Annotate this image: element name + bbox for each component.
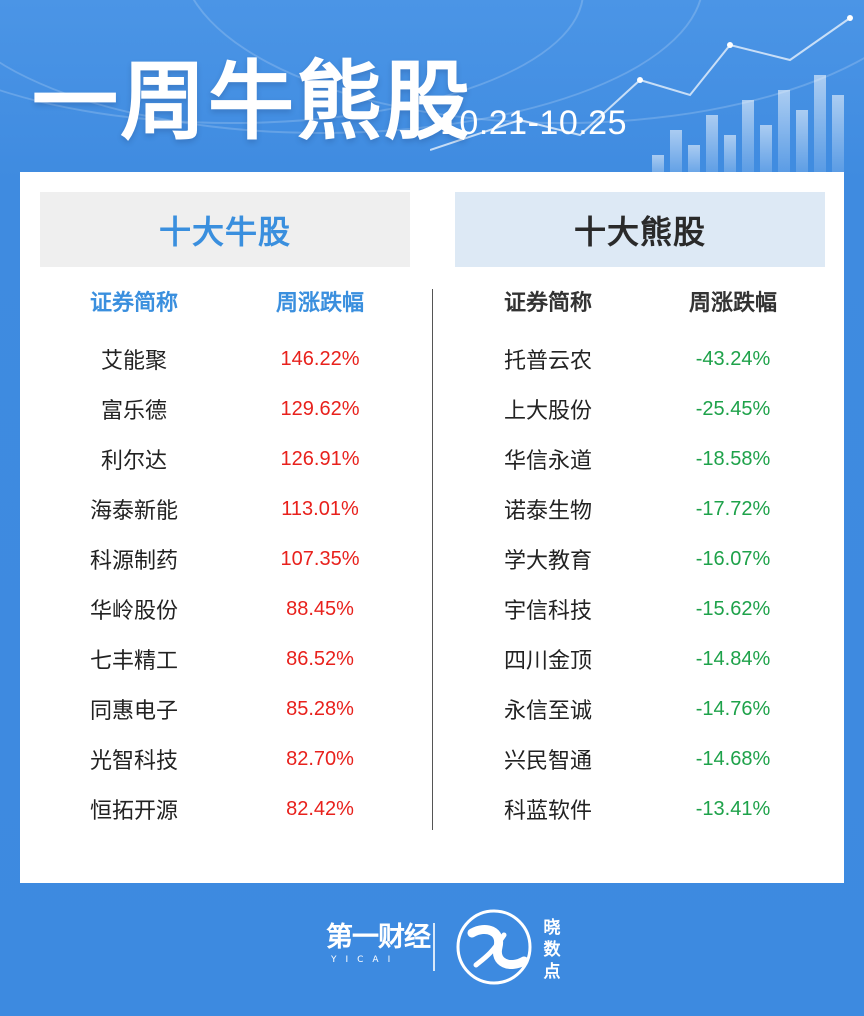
stock-name: 利尔达 <box>100 449 167 474</box>
bear-row: 诺泰生物 -17.72% <box>478 484 803 534</box>
stock-change: -14.84% <box>695 647 771 670</box>
stock-name: 华岭股份 <box>89 599 178 624</box>
bull-heading: 十大牛股 <box>40 192 410 267</box>
bull-row: 艾能聚 146.22% <box>64 334 390 384</box>
stock-change: -16.07% <box>695 547 771 570</box>
stock-change: -17.72% <box>695 497 771 520</box>
stock-name: 宇信科技 <box>503 599 592 624</box>
bull-row: 七丰精工 86.52% <box>64 634 390 684</box>
xiaoshudian-logo-icon <box>456 909 532 985</box>
stock-name: 托普云农 <box>503 349 592 374</box>
stock-name: 恒拓开源 <box>89 799 178 824</box>
stock-change: -18.58% <box>695 447 771 470</box>
bear-row: 托普云农 -43.24% <box>478 334 803 384</box>
stock-name: 同惠电子 <box>89 699 178 724</box>
stock-name: 兴民智通 <box>503 749 592 774</box>
yicai-logo: 第一财经 <box>326 922 431 953</box>
bear-list: 托普云农 -43.24% 上大股份 -25.45% 华信永道 -18.58% 诺泰生物… <box>478 334 803 834</box>
stock-change: -15.62% <box>695 597 771 620</box>
stock-change: 82.70% <box>286 747 354 770</box>
stock-change: 107.35% <box>280 547 360 570</box>
bear-row: 上大股份 -25.45% <box>478 384 803 434</box>
bear-row: 华信永道 -18.58% <box>478 434 803 484</box>
bear-row: 四川金顶 -14.84% <box>478 634 803 684</box>
bear-row: 科蓝软件 -13.41% <box>478 784 803 834</box>
date-range: 10.21-10.25 <box>440 104 627 142</box>
xiaoshudian-logo-text: 晓数点 <box>543 918 561 982</box>
stock-name: 海泰新能 <box>89 499 178 524</box>
stock-name: 艾能聚 <box>100 349 167 374</box>
stock-change: 146.22% <box>280 347 360 370</box>
yicai-logo-sub: YICAI <box>331 955 400 965</box>
stock-name: 上大股份 <box>503 399 592 424</box>
bull-row: 恒拓开源 82.42% <box>64 784 390 834</box>
ranking-card: 十大牛股 十大熊股 证券简称 周涨跌幅 证券简称 周涨跌幅 艾能聚 146.22%… <box>20 172 844 883</box>
bear-row: 宇信科技 -15.62% <box>478 584 803 634</box>
stock-change: -14.76% <box>695 697 771 720</box>
stock-name: 科蓝软件 <box>503 799 592 824</box>
bear-col-name: 证券简称 <box>503 291 592 316</box>
stock-change: -13.41% <box>695 797 771 820</box>
stock-change: 126.91% <box>280 447 360 470</box>
bull-list: 艾能聚 146.22% 富乐德 129.62% 利尔达 126.91% 海泰新能 113… <box>64 334 390 834</box>
bear-row: 永信至诚 -14.76% <box>478 684 803 734</box>
stock-change: 85.28% <box>286 697 354 720</box>
footer: 第一财经 YICAI 晓数点 <box>0 895 864 1005</box>
bull-row: 同惠电子 85.28% <box>64 684 390 734</box>
stock-change: 88.45% <box>286 597 354 620</box>
bull-row: 利尔达 126.91% <box>64 434 390 484</box>
bear-heading: 十大熊股 <box>455 192 825 267</box>
stock-change: 82.42% <box>286 797 354 820</box>
bull-col-name: 证券简称 <box>89 291 178 316</box>
bear-row: 兴民智通 -14.68% <box>478 734 803 784</box>
bear-row: 学大教育 -16.07% <box>478 534 803 584</box>
bull-row: 海泰新能 113.01% <box>64 484 390 534</box>
stock-name: 科源制药 <box>89 549 178 574</box>
bull-row: 光智科技 82.70% <box>64 734 390 784</box>
bull-col-change: 周涨跌幅 <box>275 291 364 316</box>
stock-name: 永信至诚 <box>503 699 592 724</box>
stock-change: -43.24% <box>695 347 771 370</box>
stock-name: 华信永道 <box>503 449 592 474</box>
bull-row: 华岭股份 88.45% <box>64 584 390 634</box>
page-title: 一周牛熊股 <box>32 52 472 152</box>
stock-change: 129.62% <box>280 397 360 420</box>
stock-name: 七丰精工 <box>89 649 178 674</box>
stock-name: 学大教育 <box>503 549 592 574</box>
trend-line-icon <box>430 15 853 151</box>
stock-name: 诺泰生物 <box>503 499 592 524</box>
stock-name: 四川金顶 <box>503 649 592 674</box>
stock-change: -14.68% <box>695 747 771 770</box>
stock-change: 86.52% <box>286 647 354 670</box>
bear-col-change: 周涨跌幅 <box>688 291 777 316</box>
stock-change: 113.01% <box>281 497 359 520</box>
stock-change: -25.45% <box>695 397 771 420</box>
bull-row: 科源制药 107.35% <box>64 534 390 584</box>
footer-divider <box>433 923 435 971</box>
stock-name: 光智科技 <box>89 749 178 774</box>
stock-name: 富乐德 <box>100 399 167 424</box>
bar-graphic <box>652 75 844 185</box>
column-divider <box>432 289 433 830</box>
bull-row: 富乐德 129.62% <box>64 384 390 434</box>
